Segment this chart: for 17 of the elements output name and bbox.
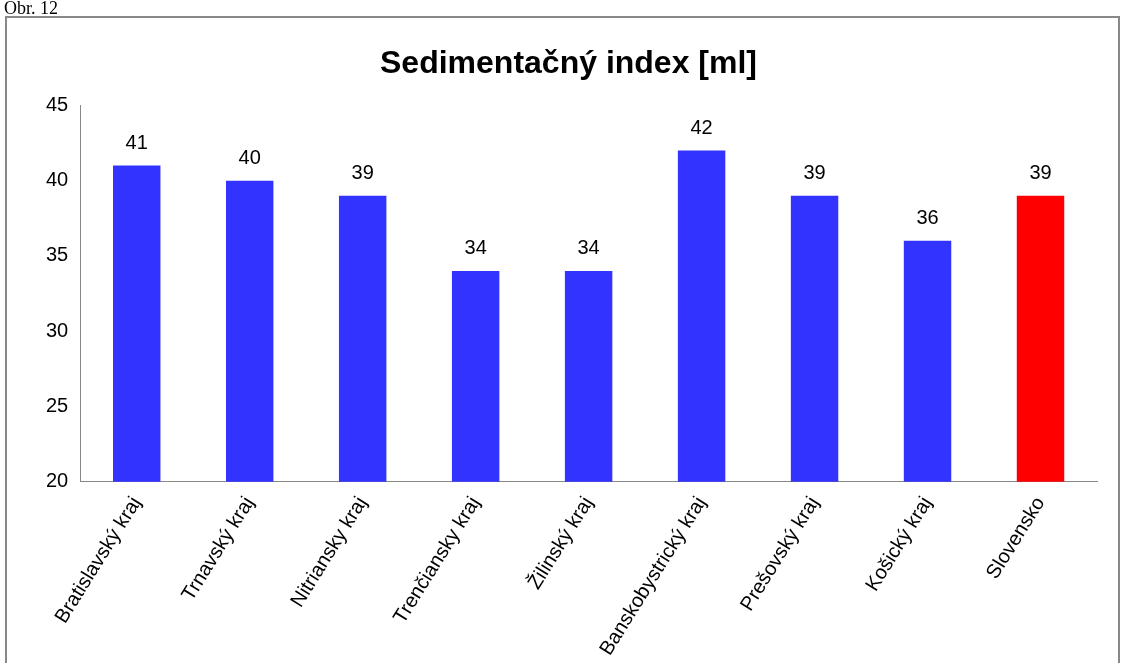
data-label: 34 (577, 236, 600, 259)
y-tick-label: 40 (46, 168, 69, 191)
text: Obr. 12 (4, 0, 58, 19)
data-label: 36 (916, 206, 939, 229)
y-tick-label: 45 (46, 92, 69, 115)
chart-title: Sedimentačný index [ml] (380, 44, 757, 81)
data-label: 39 (351, 161, 374, 184)
data-label: 34 (464, 236, 487, 259)
y-tick-label: 20 (46, 469, 69, 492)
data-label: 39 (803, 161, 826, 184)
y-tick-label: 30 (46, 318, 69, 341)
data-label: 40 (238, 146, 261, 169)
data-label: 42 (690, 116, 713, 139)
y-tick-label: 35 (46, 243, 69, 266)
data-label: 41 (125, 131, 148, 154)
y-tick-label: 25 (46, 393, 69, 416)
data-label: 39 (1029, 161, 1052, 184)
